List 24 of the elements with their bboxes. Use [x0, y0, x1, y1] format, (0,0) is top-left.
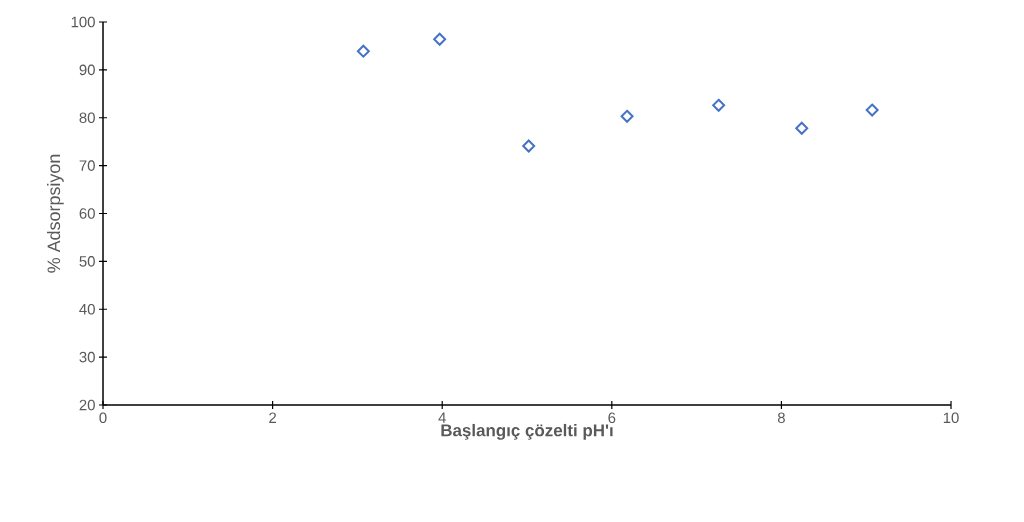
- y-tick-label: 100: [71, 16, 95, 28]
- y-tick-label: 40: [79, 303, 95, 315]
- x-tick-label: 8: [777, 412, 785, 424]
- y-tick-label: 90: [79, 64, 95, 76]
- point: [522, 139, 536, 153]
- x-tick-label: 4: [438, 412, 446, 423]
- x-axis-title: Başlangıç çözelti pH'ı: [441, 423, 613, 440]
- y-tick-label: 70: [79, 160, 95, 171]
- x-tick-label: 6: [608, 412, 616, 424]
- x-tick-label: 0: [99, 412, 107, 424]
- x-tick-label: 2: [269, 412, 277, 423]
- y-tick-label: 50: [79, 256, 95, 267]
- point: [356, 44, 370, 58]
- point: [865, 103, 879, 117]
- y-tick-label: 80: [79, 112, 95, 124]
- x-tick-label: 10: [943, 412, 959, 424]
- point: [620, 109, 634, 123]
- point: [795, 121, 809, 135]
- point: [433, 32, 447, 46]
- y-axis-title: % Adsorpsiyon: [47, 154, 64, 273]
- y-tick-label: 60: [79, 208, 95, 219]
- y-tick-label: 20: [79, 399, 95, 411]
- y-tick-label: 30: [79, 351, 95, 363]
- point: [712, 98, 726, 112]
